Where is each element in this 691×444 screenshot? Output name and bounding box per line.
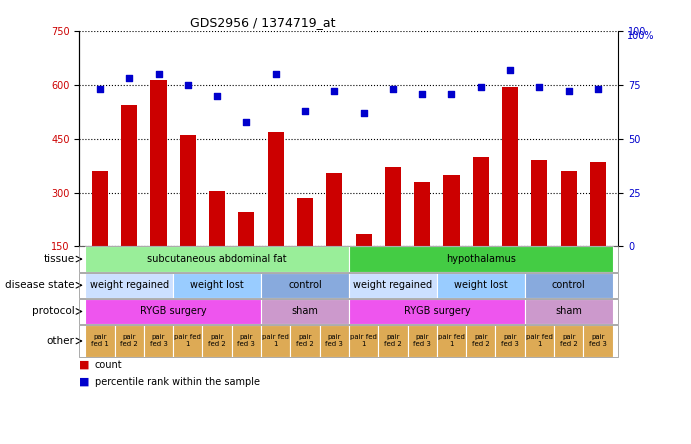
Text: pair
fed 3: pair fed 3 [589, 334, 607, 348]
Point [534, 83, 545, 91]
Text: ■: ■ [79, 377, 90, 387]
Bar [121, 105, 138, 300]
Point [388, 86, 399, 93]
Text: pair
fed 2: pair fed 2 [296, 334, 314, 348]
Text: sham: sham [292, 306, 319, 317]
Bar [531, 160, 547, 300]
Text: subcutaneous abdominal fat: subcutaneous abdominal fat [147, 254, 287, 264]
Text: pair
fed 2: pair fed 2 [384, 334, 401, 348]
Text: pair
fed 3: pair fed 3 [501, 334, 519, 348]
Point [475, 83, 486, 91]
Point [241, 118, 252, 125]
Point [95, 86, 106, 93]
Point [211, 92, 223, 99]
Bar [209, 191, 225, 300]
Text: protocol: protocol [32, 306, 75, 317]
Bar [267, 131, 284, 300]
Point [299, 107, 310, 114]
Text: pair
fed 1: pair fed 1 [91, 334, 109, 348]
Text: pair
fed 3: pair fed 3 [150, 334, 167, 348]
Text: weight regained: weight regained [353, 280, 433, 290]
Text: ■: ■ [79, 360, 90, 370]
Text: pair fed
1: pair fed 1 [263, 334, 289, 348]
Bar [473, 157, 489, 300]
Point [592, 86, 603, 93]
Point [563, 88, 574, 95]
Text: other: other [47, 336, 75, 346]
Point [417, 90, 428, 97]
Text: pair
fed 2: pair fed 2 [120, 334, 138, 348]
Text: pair
fed 3: pair fed 3 [238, 334, 256, 348]
Point [182, 81, 193, 88]
Bar [297, 198, 313, 300]
Text: pair fed
1: pair fed 1 [350, 334, 377, 348]
Text: RYGB surgery: RYGB surgery [140, 306, 207, 317]
Text: control: control [288, 280, 322, 290]
Bar [238, 212, 254, 300]
Text: GDS2956 / 1374719_at: GDS2956 / 1374719_at [190, 16, 335, 28]
Text: pair fed
1: pair fed 1 [438, 334, 465, 348]
Text: pair
fed 2: pair fed 2 [560, 334, 578, 348]
Text: pair
fed 2: pair fed 2 [208, 334, 226, 348]
Bar [385, 167, 401, 300]
Bar [151, 79, 167, 300]
Text: pair
fed 2: pair fed 2 [472, 334, 490, 348]
Bar [444, 174, 460, 300]
Text: count: count [95, 360, 122, 370]
Bar [590, 162, 606, 300]
Text: tissue: tissue [44, 254, 75, 264]
Point [358, 109, 369, 116]
Point [153, 71, 164, 78]
Bar [502, 87, 518, 300]
Point [124, 75, 135, 82]
Text: weight lost: weight lost [190, 280, 244, 290]
Bar [326, 173, 342, 300]
Point [504, 66, 515, 73]
Text: disease state: disease state [5, 280, 75, 290]
Text: 100%: 100% [627, 31, 654, 41]
Text: pair fed
1: pair fed 1 [174, 334, 201, 348]
Point [446, 90, 457, 97]
Text: control: control [552, 280, 585, 290]
Text: pair
fed 3: pair fed 3 [413, 334, 431, 348]
Text: pair fed
1: pair fed 1 [526, 334, 553, 348]
Text: sham: sham [555, 306, 582, 317]
Point [270, 71, 281, 78]
Text: percentile rank within the sample: percentile rank within the sample [95, 377, 260, 387]
Text: RYGB surgery: RYGB surgery [404, 306, 470, 317]
Text: pair
fed 3: pair fed 3 [325, 334, 343, 348]
Bar [560, 171, 577, 300]
Bar [180, 135, 196, 300]
Bar [92, 171, 108, 300]
Point [329, 88, 340, 95]
Bar [414, 182, 430, 300]
Text: weight regained: weight regained [90, 280, 169, 290]
Bar [356, 234, 372, 300]
Text: weight lost: weight lost [454, 280, 508, 290]
Text: hypothalamus: hypothalamus [446, 254, 515, 264]
